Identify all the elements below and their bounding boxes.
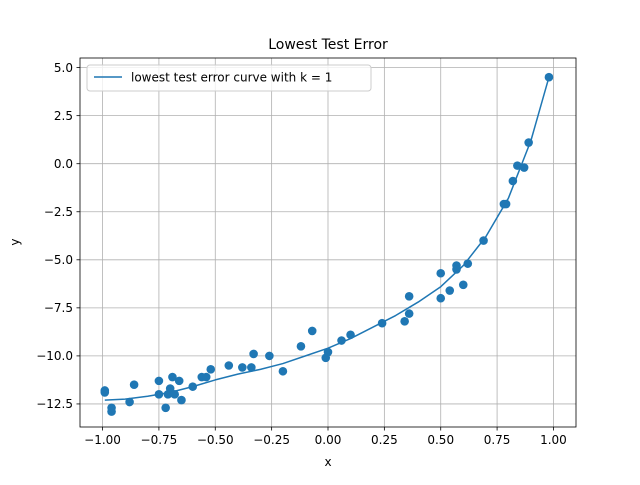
- data-point: [346, 330, 355, 340]
- x-tick-label: 0.00: [315, 433, 342, 447]
- scatter-points: [100, 72, 554, 416]
- y-axis-label: y: [8, 238, 22, 245]
- data-point: [508, 176, 518, 186]
- data-point: [278, 366, 288, 376]
- data-point: [296, 341, 306, 351]
- data-point: [125, 397, 134, 407]
- x-tick-label: −0.25: [253, 433, 290, 447]
- data-point: [177, 395, 186, 405]
- data-point: [436, 293, 446, 303]
- y-tick-label: −7.5: [44, 301, 73, 315]
- x-tick-label: 1.00: [540, 433, 567, 447]
- data-point: [436, 268, 446, 278]
- y-tick-label: −2.5: [44, 205, 73, 219]
- y-tick-label: 2.5: [54, 109, 73, 123]
- x-tick-label: 0.25: [371, 433, 398, 447]
- data-point: [501, 199, 511, 209]
- data-point: [129, 380, 139, 390]
- y-axis-ticks: 5.0 2.5 0.0 −2.5 −5.0 −7.5 −10.0 −12.5: [36, 61, 80, 411]
- data-point: [323, 347, 333, 357]
- data-point: [452, 265, 461, 274]
- data-point: [307, 326, 317, 336]
- chart-title: Lowest Test Error: [268, 37, 388, 53]
- x-tick-label: −0.75: [141, 433, 178, 447]
- data-point: [165, 384, 175, 393]
- data-point: [107, 407, 116, 416]
- data-point: [174, 376, 184, 386]
- y-tick-label: −5.0: [44, 253, 73, 267]
- data-point: [168, 372, 177, 382]
- data-point: [206, 365, 216, 374]
- legend-label: lowest test error curve with k = 1: [131, 71, 332, 85]
- data-point: [188, 382, 198, 391]
- data-point: [404, 309, 414, 318]
- y-tick-label: 5.0: [54, 61, 73, 75]
- data-point: [154, 376, 164, 386]
- data-point: [544, 72, 554, 82]
- data-point: [337, 336, 346, 345]
- data-point: [479, 236, 488, 245]
- x-axis-label: x: [324, 455, 331, 469]
- x-tick-label: 0.75: [484, 433, 511, 447]
- data-point: [377, 318, 387, 328]
- data-point: [458, 280, 468, 290]
- data-point: [170, 390, 179, 399]
- data-point: [463, 259, 473, 268]
- data-point: [524, 138, 533, 147]
- data-point: [519, 163, 529, 172]
- data-point: [265, 351, 274, 361]
- data-point: [247, 363, 256, 372]
- data-point: [201, 372, 211, 382]
- data-point: [513, 161, 522, 170]
- y-tick-label: −10.0: [36, 349, 73, 363]
- y-tick-label: 0.0: [54, 157, 73, 171]
- data-point: [445, 286, 455, 295]
- data-point: [238, 363, 247, 372]
- data-point: [100, 388, 110, 397]
- x-axis-ticks: −1.00 −0.75 −0.50 −0.25 0.00 0.25 0.50 0.75 1.00: [84, 427, 567, 447]
- x-tick-label: 0.50: [427, 433, 454, 447]
- data-point: [161, 403, 170, 413]
- x-tick-label: −1.00: [84, 433, 121, 447]
- data-point: [154, 390, 164, 399]
- data-point: [400, 317, 409, 326]
- data-point: [404, 292, 414, 301]
- data-point: [224, 361, 234, 370]
- legend-box: [86, 64, 372, 92]
- legend: lowest test error curve with k = 1: [86, 64, 372, 92]
- data-point: [249, 349, 258, 359]
- x-tick-label: −0.50: [197, 433, 234, 447]
- y-tick-label: −12.5: [36, 397, 73, 411]
